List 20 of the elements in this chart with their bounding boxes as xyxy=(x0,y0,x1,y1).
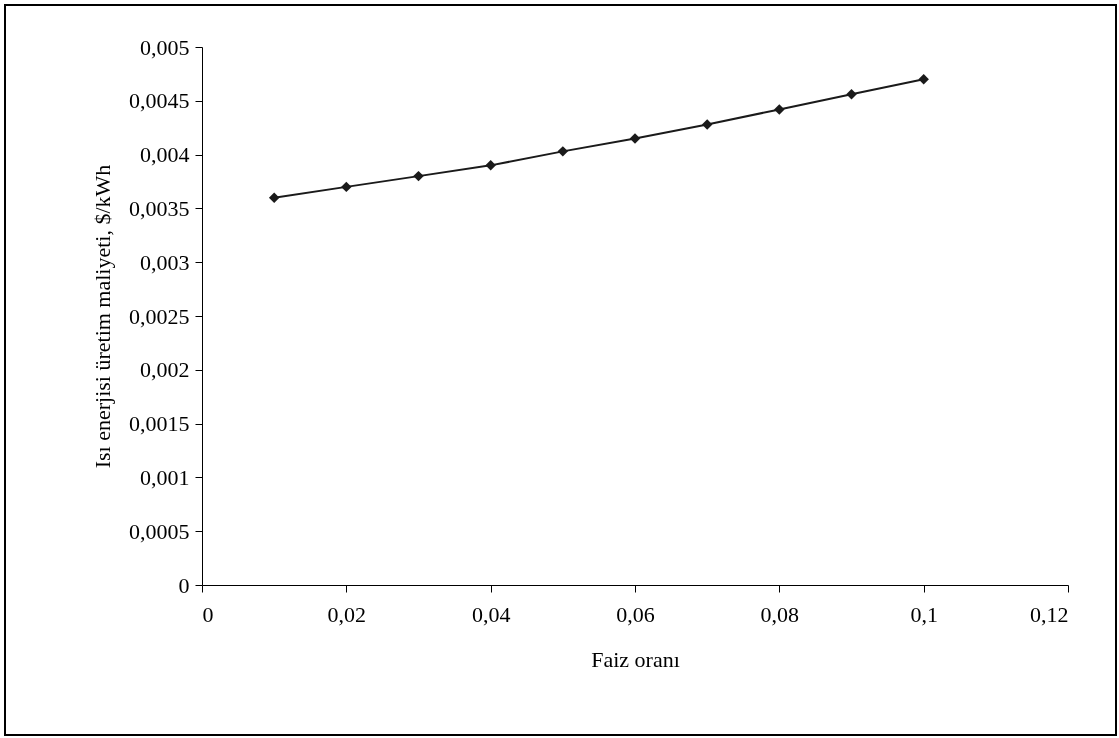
y-tick-label: 0,005 xyxy=(140,34,190,60)
y-tick-label: 0,0035 xyxy=(129,195,190,221)
y-tick-label: 0,004 xyxy=(140,142,190,168)
x-tick-label: 0 xyxy=(202,601,214,627)
y-tick-label: 0,003 xyxy=(140,249,190,275)
y-tick-label: 0,0015 xyxy=(129,411,190,437)
y-tick-label: 0,002 xyxy=(140,357,190,383)
x-tick-label: 0,02 xyxy=(327,601,367,627)
y-tick-label: 0,0005 xyxy=(129,518,190,544)
x-tick-label: 0,04 xyxy=(471,601,511,627)
x-tick-label: 0,1 xyxy=(910,601,938,627)
y-tick-label: 0 xyxy=(178,572,190,598)
x-tick-label: 0,06 xyxy=(616,601,655,627)
y-tick-label: 0,001 xyxy=(140,464,190,490)
y-tick-label: 0,0025 xyxy=(129,303,190,329)
x-tick-label: 0,08 xyxy=(760,601,800,627)
y-axis-title: Isı enerjisi üretim maliyeti, $/kWh xyxy=(90,164,115,469)
y-tick-label: 0,0045 xyxy=(129,88,190,114)
x-axis-title: Faiz oranı xyxy=(591,646,680,672)
x-tick-label: 0,12 xyxy=(1030,601,1069,627)
